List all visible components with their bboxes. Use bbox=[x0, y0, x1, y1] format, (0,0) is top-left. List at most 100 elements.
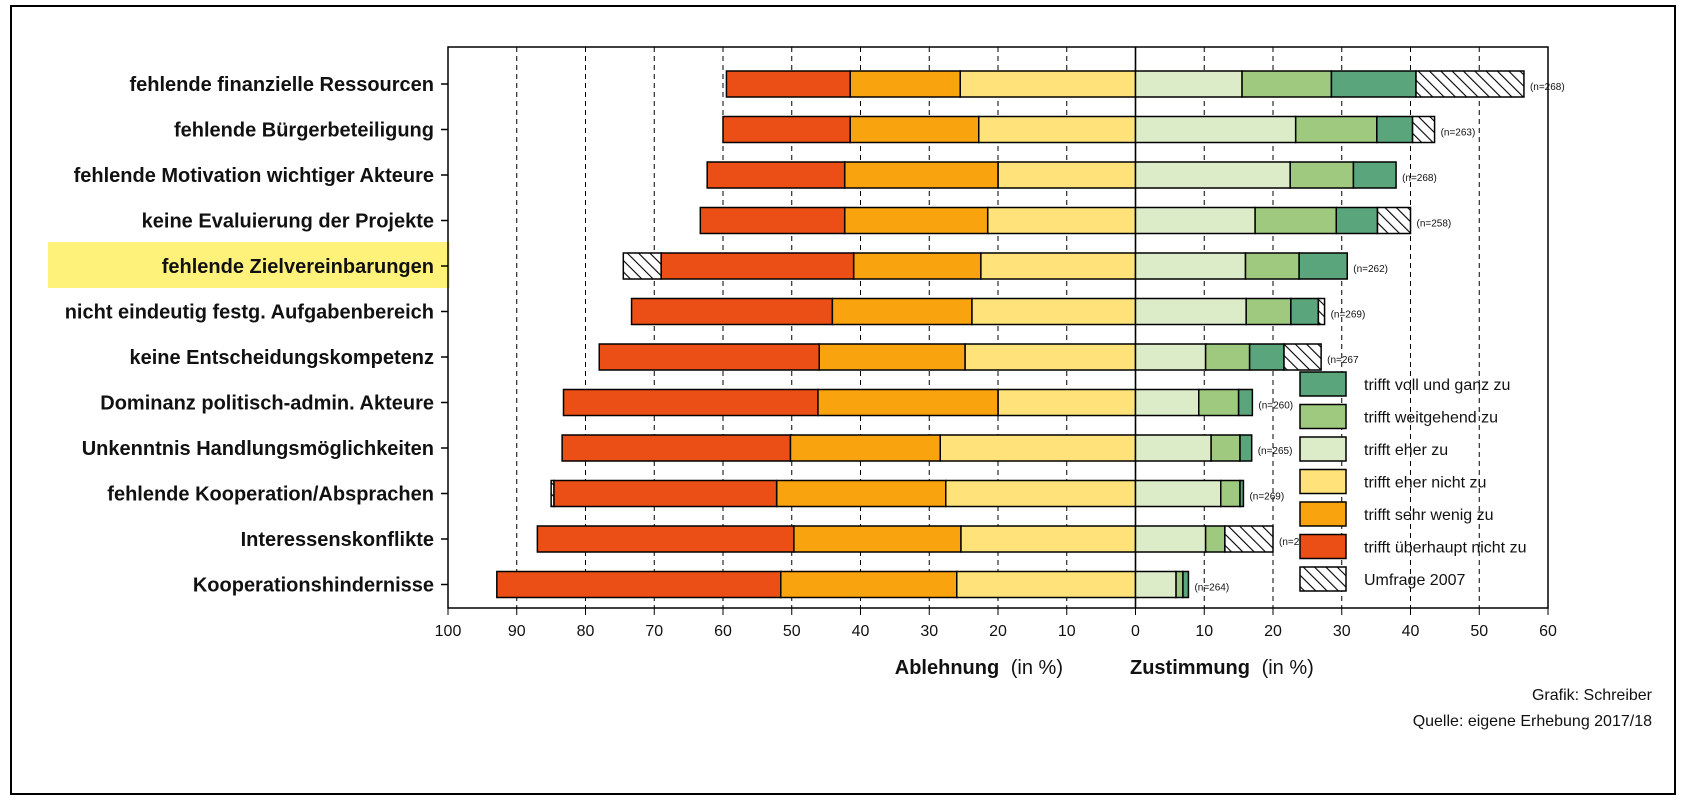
bar-segment bbox=[1134, 70, 1243, 98]
bar-segment bbox=[1182, 570, 1190, 599]
bar-segment bbox=[1175, 570, 1184, 599]
bar-segment bbox=[536, 525, 795, 553]
x-tick-label: 60 bbox=[714, 623, 732, 640]
category-label: fehlende finanzielle Ressourcen bbox=[129, 74, 434, 96]
x-tick-label: 60 bbox=[1539, 623, 1557, 640]
legend-swatch bbox=[1299, 403, 1347, 430]
bar-segment bbox=[1248, 343, 1285, 371]
bar-segment bbox=[1134, 570, 1177, 599]
category-label: fehlende Zielvereinbarungen bbox=[162, 256, 434, 278]
bar-segment bbox=[775, 479, 947, 508]
category-label: Unkenntnis Handlungsmöglichkeiten bbox=[82, 438, 434, 460]
category-label: fehlende Motivation wichtiger Akteure bbox=[74, 165, 434, 187]
n-label: (n=268) bbox=[1402, 173, 1437, 184]
bar-segment bbox=[1237, 388, 1254, 417]
axis-title-left: Ablehnung bbox=[895, 657, 999, 679]
bar-segment-2007 bbox=[1376, 206, 1412, 235]
category-label: Kooperationshindernisse bbox=[193, 575, 434, 597]
n-label: (n=262) bbox=[1353, 264, 1388, 275]
x-tick-label: 50 bbox=[783, 623, 801, 640]
bar-segment bbox=[725, 70, 851, 98]
bar-segment bbox=[660, 252, 855, 280]
bar-segment bbox=[1335, 206, 1379, 235]
bar-segment bbox=[817, 388, 999, 417]
category-label: nicht eindeutig festg. Aufgabenbereich bbox=[65, 302, 434, 324]
bar-segment bbox=[971, 297, 1137, 326]
bar-segment-2007 bbox=[1415, 70, 1525, 98]
n-label: (n=265) bbox=[1258, 446, 1293, 457]
legend-swatch bbox=[1299, 436, 1347, 462]
bar-segment bbox=[630, 297, 834, 326]
bar-segment bbox=[964, 343, 1137, 371]
bar-segment bbox=[959, 70, 1137, 98]
bar-segment bbox=[1245, 297, 1292, 326]
axis-unit-right: (in %) bbox=[1262, 657, 1314, 679]
bar-segment-2007 bbox=[1317, 297, 1326, 326]
x-tick-label: 100 bbox=[435, 623, 462, 640]
bar-segment bbox=[1134, 115, 1297, 144]
bar-segment bbox=[997, 388, 1137, 417]
x-tick-label: 50 bbox=[1470, 623, 1488, 640]
category-label: keine Evaluierung der Projekte bbox=[142, 211, 434, 233]
bar-segment bbox=[849, 115, 980, 144]
bar-segment bbox=[496, 570, 782, 599]
x-tick-label: 80 bbox=[577, 623, 595, 640]
bar-segment bbox=[1244, 252, 1300, 280]
bar-segment bbox=[1134, 479, 1222, 508]
bar-segment bbox=[939, 434, 1137, 462]
bar-segment bbox=[1198, 388, 1240, 417]
bar-segment bbox=[1204, 525, 1226, 553]
bar-segment bbox=[1134, 206, 1256, 235]
bar-segment bbox=[960, 525, 1137, 553]
x-tick-label: 20 bbox=[989, 623, 1007, 640]
bar-segment bbox=[1376, 115, 1414, 144]
n-label: (n=264) bbox=[1194, 583, 1229, 594]
legend-swatch bbox=[1299, 371, 1347, 397]
n-label: (n=269) bbox=[1331, 310, 1366, 321]
legend-label: trifft voll und ganz zu bbox=[1364, 377, 1510, 394]
x-tick-label: 10 bbox=[1058, 623, 1076, 640]
bar-segment bbox=[722, 115, 851, 144]
bar-segment bbox=[1134, 434, 1212, 462]
bar-segment bbox=[843, 206, 989, 235]
bar-segment bbox=[706, 161, 846, 189]
x-tick-label: 40 bbox=[1402, 623, 1420, 640]
x-tick-label: 30 bbox=[1333, 623, 1351, 640]
bar-segment bbox=[1298, 252, 1348, 280]
category-label: fehlende Bürgerbeteiligung bbox=[174, 120, 434, 142]
legend-swatch bbox=[1299, 468, 1347, 495]
bar-segment bbox=[849, 70, 961, 98]
category-label: keine Entscheidungskompetenz bbox=[129, 347, 434, 369]
bar-segment bbox=[831, 297, 973, 326]
bar-segment bbox=[1134, 252, 1247, 280]
legend-swatch bbox=[1299, 501, 1347, 527]
axis-title-right: Zustimmung bbox=[1130, 657, 1250, 679]
legend-label: trifft weitgehend zu bbox=[1364, 410, 1498, 427]
bar-segment bbox=[561, 434, 792, 462]
bar-segment bbox=[1289, 161, 1355, 189]
n-label: (n=263) bbox=[1441, 128, 1476, 139]
n-label: (n=268) bbox=[1279, 537, 1314, 548]
highlight-band bbox=[48, 242, 450, 288]
x-tick-label: 70 bbox=[645, 623, 663, 640]
bar-segment bbox=[1134, 343, 1207, 371]
bar-segment bbox=[980, 252, 1137, 280]
credit-text: Grafik: Schreiber bbox=[1532, 687, 1653, 704]
bar-segment bbox=[1294, 115, 1378, 144]
legend-label: trifft eher zu bbox=[1364, 442, 1448, 459]
bar-segment-2007 bbox=[622, 252, 662, 280]
bar-segment bbox=[553, 479, 778, 508]
bar-segment bbox=[1352, 161, 1397, 189]
n-label: (n=260) bbox=[1258, 401, 1293, 412]
bar-segment bbox=[1204, 343, 1251, 371]
bar-segment bbox=[852, 252, 982, 280]
bar-segment bbox=[1330, 70, 1417, 98]
legend-label: trifft sehr wenig zu bbox=[1364, 507, 1494, 524]
bar-segment bbox=[1134, 297, 1247, 326]
x-tick-label: 90 bbox=[508, 623, 526, 640]
bar-segment bbox=[1241, 70, 1333, 98]
category-label: Dominanz politisch-admin. Akteure bbox=[100, 393, 434, 415]
bar-segment bbox=[986, 206, 1137, 235]
bar-segment bbox=[699, 206, 846, 235]
bar-segment bbox=[780, 570, 958, 599]
